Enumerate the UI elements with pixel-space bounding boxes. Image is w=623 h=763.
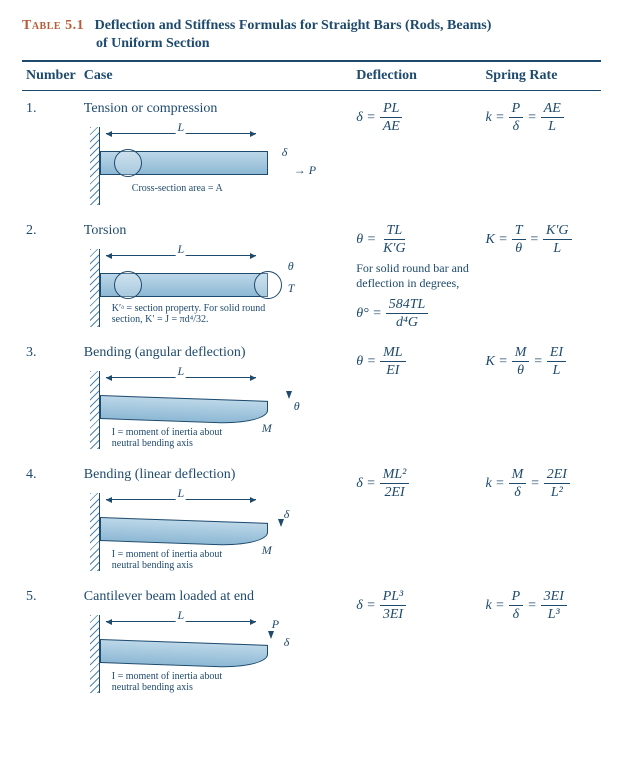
deflection-formula: δ = PL³3EI — [356, 589, 406, 623]
case-name: Bending (angular deflection) — [84, 345, 348, 361]
header-case: Case — [80, 61, 352, 91]
rate-formula: k = Pδ = AEL — [485, 101, 563, 135]
diagram-torsion: L T θ K′ᵃ = section property. For solid … — [84, 245, 348, 331]
deflection-formula: θ = MLEI — [356, 345, 405, 379]
table-label: Table 5.1 — [22, 18, 84, 33]
table-row: 1. Tension or compression L δ → P Cross-… — [22, 91, 601, 214]
deflection-formula: δ = ML²2EI — [356, 467, 409, 501]
table-row: 2. Torsion L T θ K′ᵃ = section property.… — [22, 213, 601, 335]
deflection-formula: δ = PLAE — [356, 101, 403, 135]
diagram-bending-linear: L M δ I = moment of inertia about neutra… — [84, 489, 348, 575]
diagram-bending-angular: L M θ I = moment of inertia about neutra… — [84, 367, 348, 453]
table-row: 3. Bending (angular deflection) L M θ I … — [22, 335, 601, 457]
deflection-note: For solid round bar and deflection in de… — [356, 261, 477, 291]
header-deflection: Deflection — [352, 61, 481, 91]
rate-formula: k = Pδ = 3EIL³ — [485, 589, 566, 623]
row-number: 5. — [22, 579, 80, 701]
case-name: Torsion — [84, 223, 348, 239]
table-subtitle: of Uniform Section — [96, 36, 601, 52]
rate-formula: k = Mδ = 2EIL² — [485, 467, 570, 501]
rate-formula: K = Mθ = EIL — [485, 345, 566, 379]
header-spring-rate: Spring Rate — [481, 61, 601, 91]
row-number: 2. — [22, 213, 80, 335]
row-number: 3. — [22, 335, 80, 457]
case-name: Cantilever beam loaded at end — [84, 589, 348, 605]
formula-table: Number Case Deflection Spring Rate 1. Te… — [22, 60, 601, 701]
header-number: Number — [22, 61, 80, 91]
row-number: 1. — [22, 91, 80, 214]
row-number: 4. — [22, 457, 80, 579]
diagram-cantilever: L P δ I = moment of inertia about neutra… — [84, 611, 348, 697]
deflection-formula-2: θ° = 584TLd⁴G — [356, 297, 428, 331]
table-row: 4. Bending (linear deflection) L M δ I =… — [22, 457, 601, 579]
diagram-tension: L δ → P Cross-section area = A — [84, 123, 348, 209]
rate-formula: K = Tθ = K′GL — [485, 223, 571, 257]
case-name: Tension or compression — [84, 101, 348, 117]
deflection-formula: θ = TLK′G — [356, 223, 408, 257]
table-row: 5. Cantilever beam loaded at end L P δ I… — [22, 579, 601, 701]
table-title-text: Deflection and Stiffness Formulas for St… — [95, 18, 492, 33]
case-name: Bending (linear deflection) — [84, 467, 348, 483]
table-title: Table 5.1 Deflection and Stiffness Formu… — [22, 18, 601, 34]
